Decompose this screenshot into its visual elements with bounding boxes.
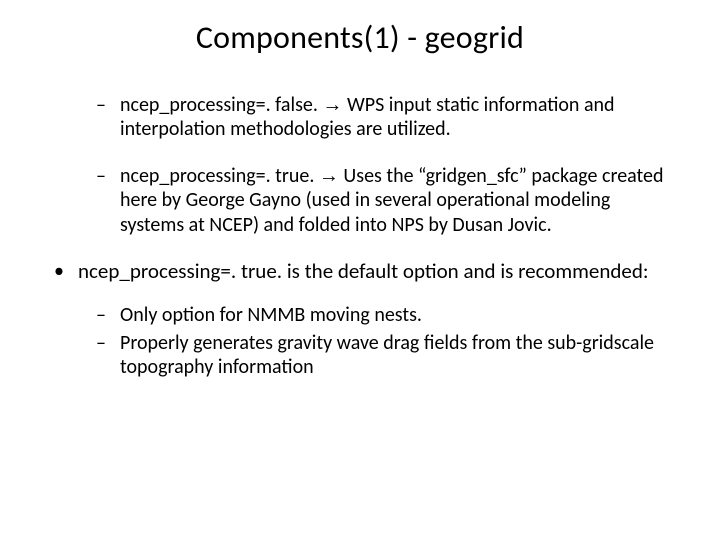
bullet-text: Only option for NMMB moving nests. xyxy=(120,303,422,327)
bullet-item: ncep_processing=. false. → WPS input sta… xyxy=(48,93,672,142)
slide-body: ncep_processing=. false. → WPS input sta… xyxy=(48,93,672,380)
bullet-text: Properly generates gravity wave drag fie… xyxy=(120,331,654,379)
bullet-text: ncep_processing=. true. xyxy=(78,258,282,284)
arrow-icon: → xyxy=(322,94,342,116)
bullet-item: Properly generates gravity wave drag fie… xyxy=(48,331,672,380)
bullet-item: ncep_processing=. true. → Uses the “grid… xyxy=(48,164,672,237)
slide-title: Components(1) - geogrid xyxy=(48,18,672,57)
bullet-text: is the default option and is recommended… xyxy=(282,258,648,284)
arrow-icon: → xyxy=(319,165,339,187)
slide: Components(1) - geogrid ncep_processing=… xyxy=(0,0,720,540)
bullet-item: Only option for NMMB moving nests. xyxy=(48,303,672,327)
bullet-text: ncep_processing=. false. xyxy=(120,93,318,117)
bullet-text: ncep_processing=. true. xyxy=(120,164,314,188)
bullet-item: ncep_processing=. true. is the default o… xyxy=(48,259,672,285)
